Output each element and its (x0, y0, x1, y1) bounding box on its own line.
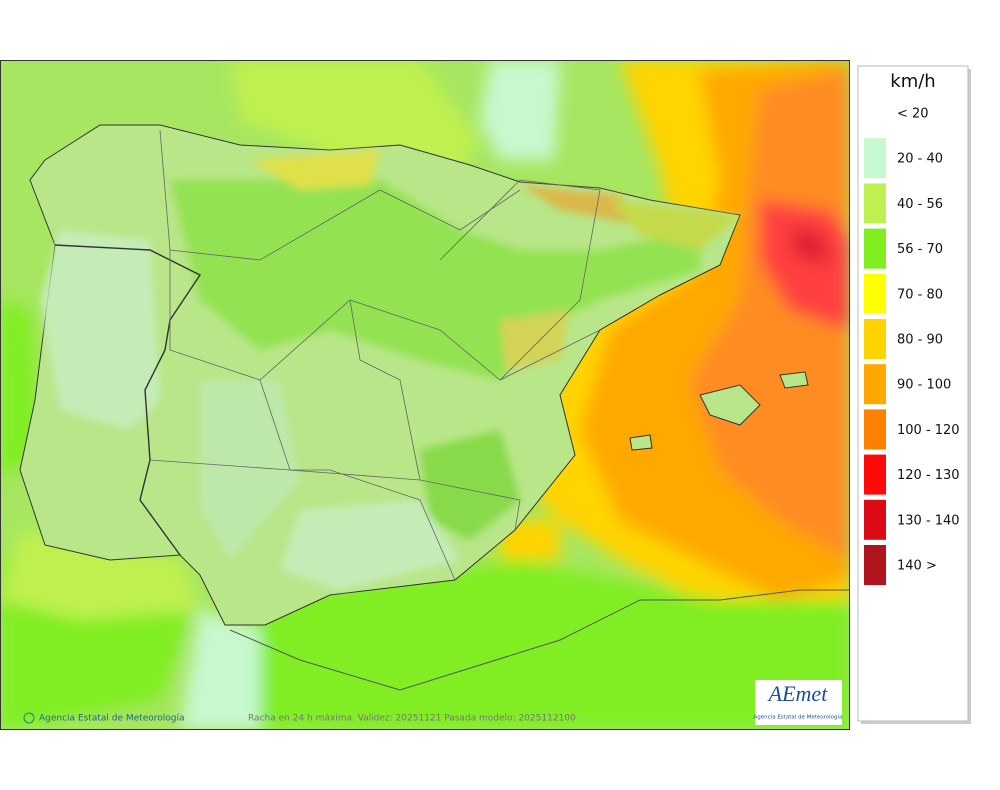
legend-label: 100 - 120 (897, 423, 960, 438)
legend-label: 40 - 56 (897, 197, 943, 212)
peninsula (19, 124, 850, 691)
caption: Racha en 24 h máxima. Validez: 20251121 … (248, 714, 576, 724)
legend-label: 80 - 90 (897, 333, 943, 348)
legend-label: 20 - 40 (897, 152, 943, 167)
legend-label: 90 - 100 (897, 378, 951, 393)
legend-swatch (864, 319, 886, 359)
logo-text: AEmet (767, 681, 829, 706)
legend-label: 130 - 140 (897, 513, 960, 528)
legend-label: < 20 (897, 107, 929, 122)
legend-label: 70 - 80 (897, 287, 943, 302)
legend-title: km/h (890, 71, 935, 92)
legend-label: 140 > (897, 559, 937, 574)
credit: Agencia Estatal de Meteorología (39, 714, 185, 724)
logo-box (755, 680, 842, 725)
legend-swatch (864, 273, 886, 314)
logo-subtitle: Agencia Estatal de Meteorología (754, 714, 843, 721)
wind-field (0, 60, 850, 730)
legend-swatch (864, 93, 886, 133)
legend-swatch (864, 545, 886, 585)
logo: AEmet Agencia Estatal de Meteorología (754, 680, 843, 725)
legend-swatch (864, 228, 886, 269)
legend-swatch (864, 364, 886, 405)
legend-label: 56 - 70 (897, 242, 943, 257)
map-frame (0, 60, 850, 730)
legend-label: 120 - 130 (897, 468, 960, 483)
legend: km/h < 20 20 - 40 40 - 56 56 - 70 70 - 80 80 … (857, 65, 971, 724)
legend-swatch (864, 499, 886, 540)
copyright-icon (23, 712, 35, 724)
legend-swatch (864, 138, 886, 179)
islands (629, 371, 809, 451)
region-borders (149, 129, 601, 581)
legend-swatch (864, 454, 886, 495)
legend-swatch (864, 183, 886, 224)
footer: Agencia Estatal de Meteorología Racha en… (23, 712, 576, 724)
legend-swatch (864, 409, 886, 450)
map (0, 60, 850, 730)
